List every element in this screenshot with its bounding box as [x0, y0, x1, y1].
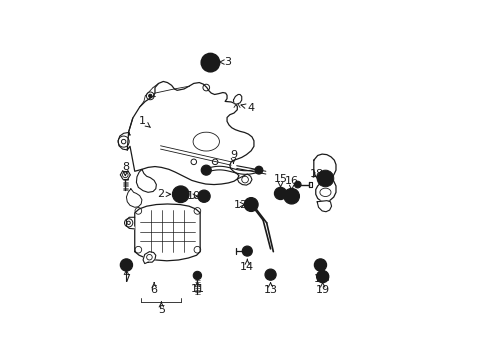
Text: 13: 13 — [263, 282, 277, 296]
Circle shape — [317, 170, 333, 187]
Text: 1: 1 — [138, 116, 150, 127]
Circle shape — [294, 181, 301, 188]
Circle shape — [202, 195, 205, 198]
Circle shape — [264, 269, 276, 280]
Circle shape — [242, 246, 252, 256]
Circle shape — [208, 60, 212, 65]
Circle shape — [201, 53, 219, 72]
Text: 4: 4 — [241, 103, 254, 113]
Text: 18: 18 — [309, 169, 323, 179]
Polygon shape — [237, 174, 251, 185]
Circle shape — [172, 186, 189, 203]
Text: 14: 14 — [240, 259, 254, 272]
Circle shape — [179, 192, 183, 196]
Text: 19: 19 — [315, 282, 329, 296]
Text: 9: 9 — [229, 150, 237, 163]
Text: 3: 3 — [218, 57, 231, 67]
Text: 10: 10 — [186, 191, 201, 201]
Text: 12: 12 — [233, 199, 247, 210]
Text: 5: 5 — [158, 302, 164, 315]
Polygon shape — [313, 154, 335, 202]
Circle shape — [193, 271, 201, 280]
Circle shape — [244, 198, 258, 211]
Text: 6: 6 — [150, 283, 157, 296]
Circle shape — [201, 165, 211, 175]
Text: 15: 15 — [273, 174, 287, 187]
Polygon shape — [317, 201, 331, 212]
Polygon shape — [118, 132, 130, 150]
Circle shape — [316, 270, 328, 283]
Circle shape — [274, 187, 286, 199]
Polygon shape — [143, 252, 156, 264]
Polygon shape — [126, 217, 135, 229]
Text: 17: 17 — [313, 271, 327, 284]
Circle shape — [120, 259, 132, 271]
Circle shape — [255, 166, 262, 174]
Polygon shape — [127, 81, 253, 185]
Circle shape — [289, 194, 293, 198]
Polygon shape — [126, 189, 142, 207]
Text: 16: 16 — [284, 176, 298, 190]
Polygon shape — [136, 169, 156, 192]
Text: 7: 7 — [122, 270, 130, 284]
Polygon shape — [135, 204, 200, 261]
Circle shape — [198, 190, 210, 202]
Circle shape — [249, 203, 252, 206]
Polygon shape — [233, 94, 241, 104]
Circle shape — [148, 94, 152, 98]
Text: 8: 8 — [122, 162, 129, 176]
Text: 2: 2 — [157, 189, 170, 199]
Circle shape — [284, 188, 299, 204]
Circle shape — [314, 259, 326, 271]
Text: 11: 11 — [190, 282, 204, 294]
